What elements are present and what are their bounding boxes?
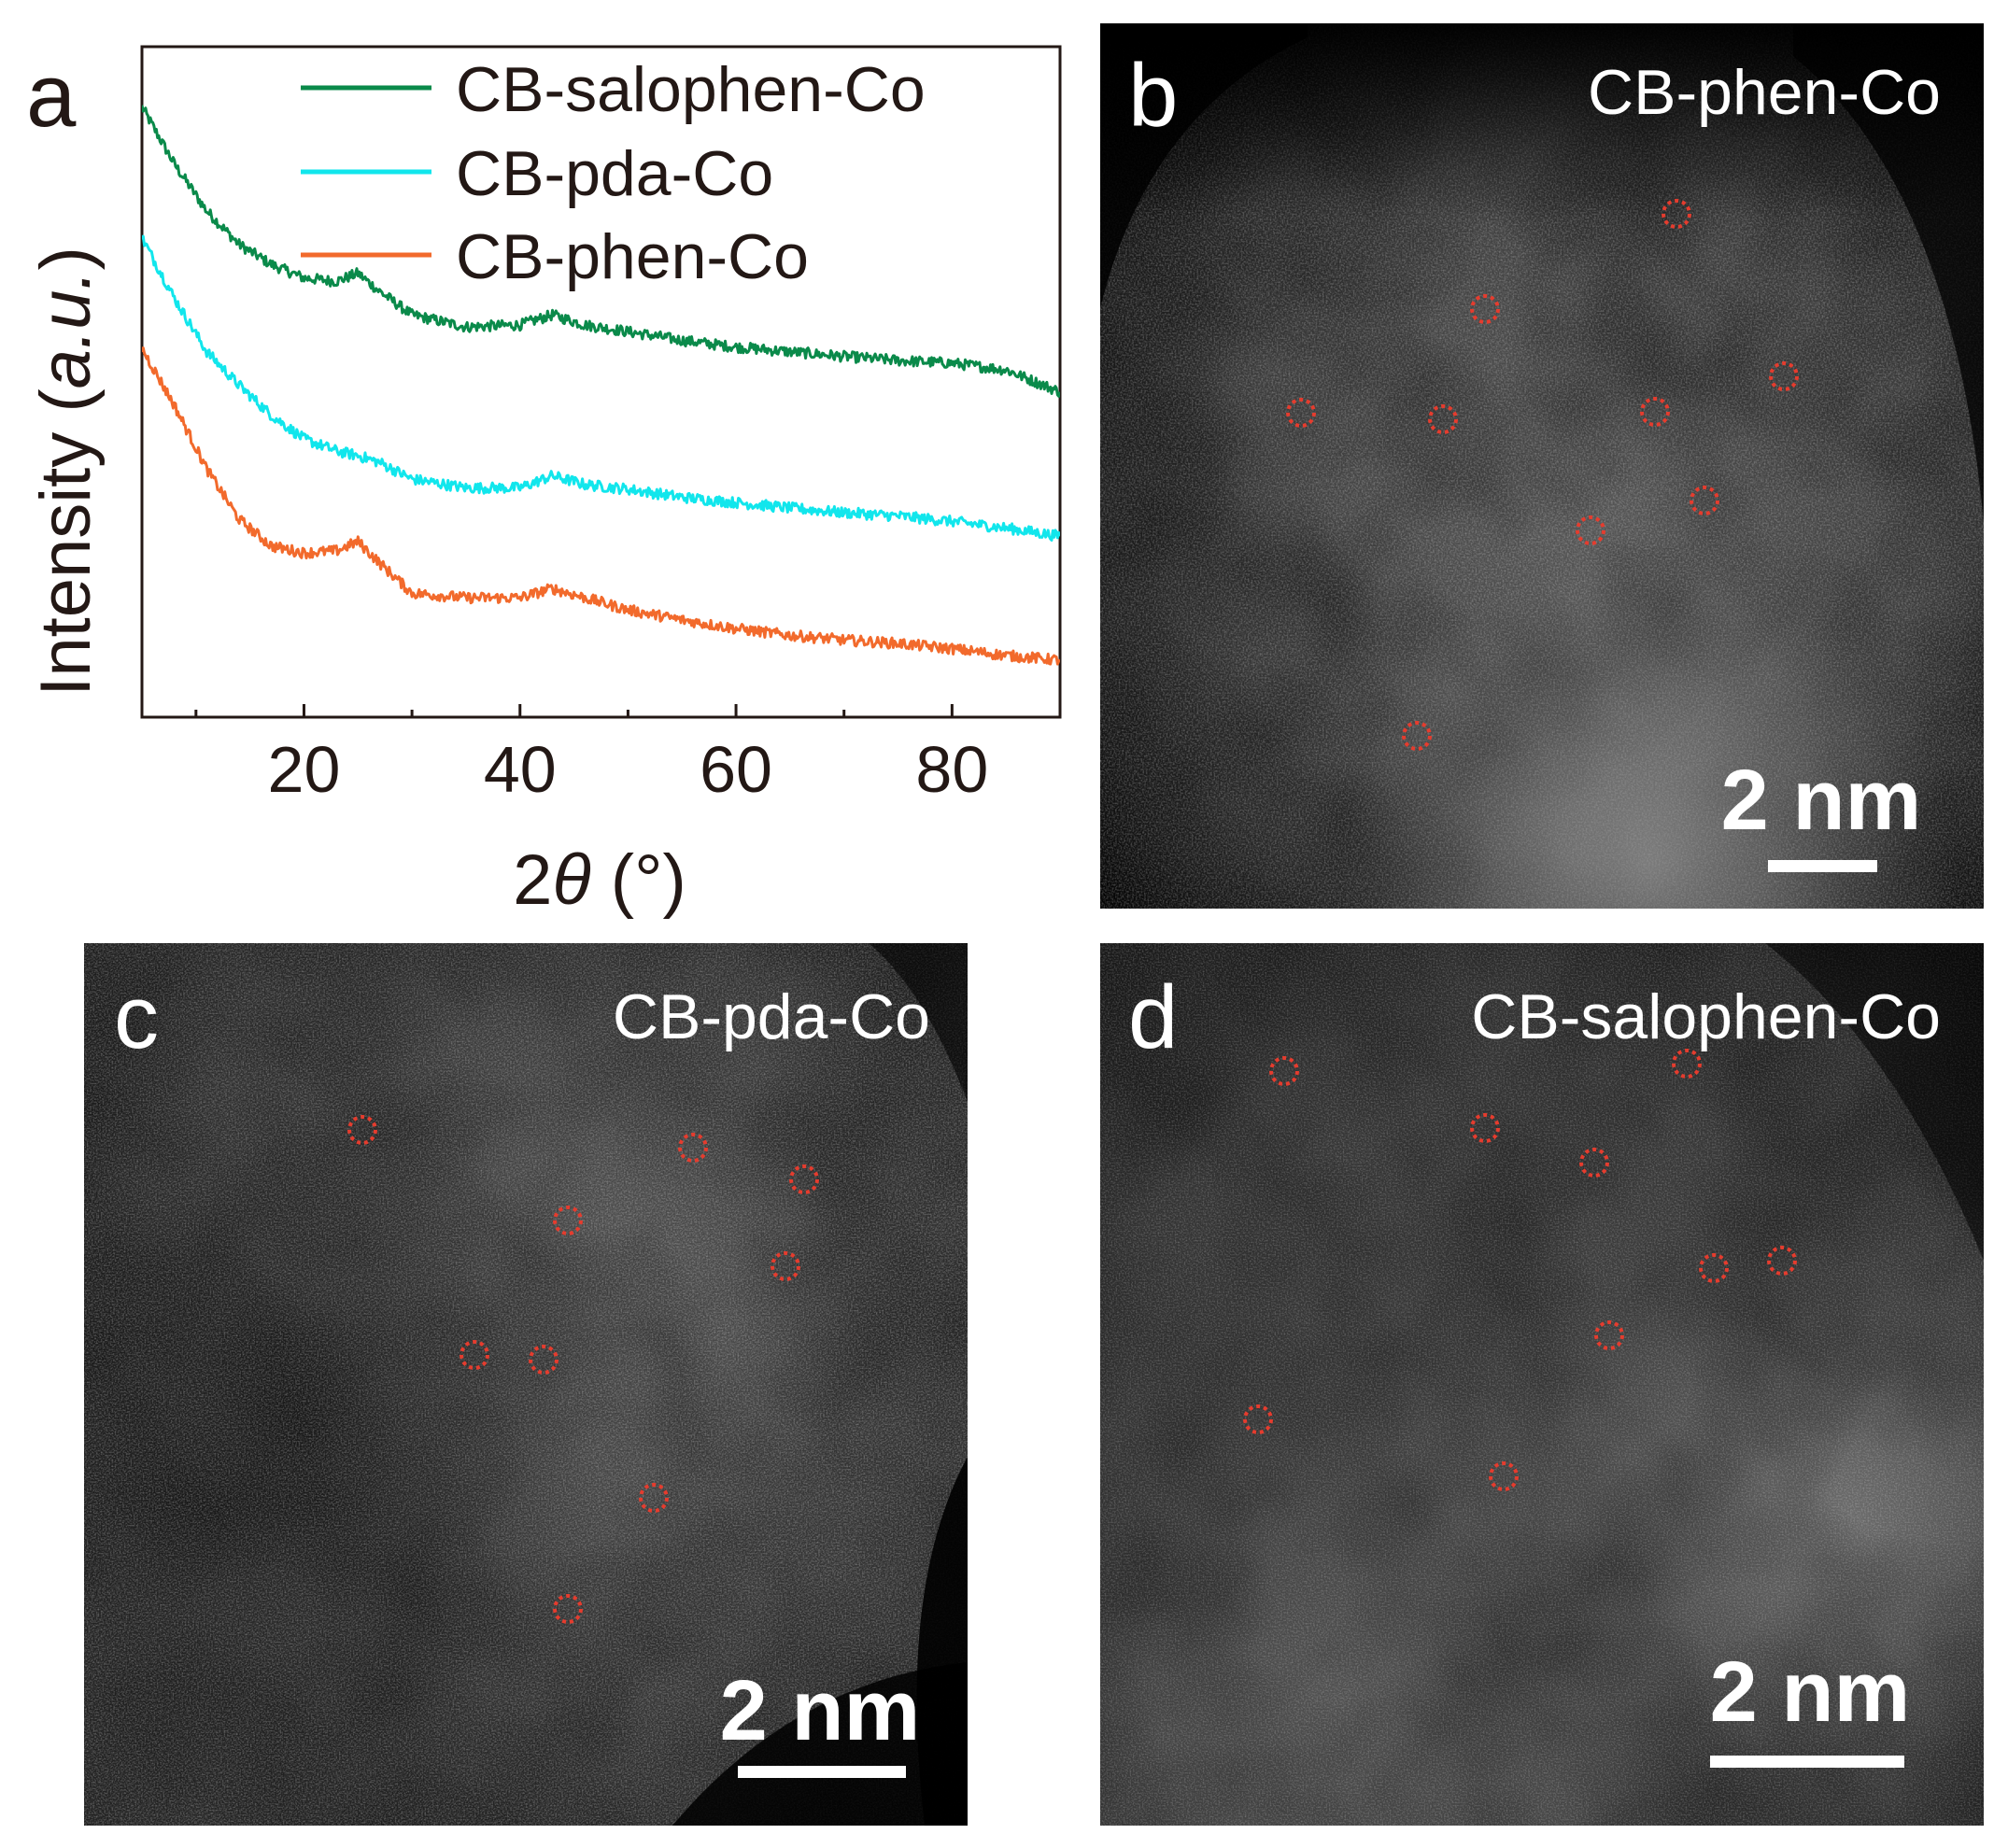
x-axis-ticks: 20 40 60 80	[194, 704, 1062, 806]
y-axis-title-prefix: Intensity (	[26, 388, 106, 696]
atom-marker	[1243, 1404, 1273, 1434]
scale-bar-label-d: 2 nm	[1710, 1644, 1911, 1740]
atom-marker	[1576, 515, 1605, 545]
x-tick-label: 80	[915, 733, 988, 806]
atom-marker	[1286, 398, 1316, 428]
scale-bar-label-b: 2 nm	[1721, 753, 1922, 848]
stem-image-c	[84, 943, 968, 1826]
atom-marker	[678, 1133, 708, 1163]
panel-letter-d: d	[1128, 967, 1178, 1067]
atom-marker	[1428, 404, 1458, 434]
series-line-2	[142, 346, 1060, 666]
panel-a: a 20 40 60 80 CB-salophen-Co CB-pda-Co CB-p…	[26, 45, 1062, 920]
atom-marker	[1699, 1253, 1729, 1283]
scale-bar-b	[1768, 860, 1877, 872]
image-title-d: CB-salophen-Co	[1471, 981, 1941, 1052]
atom-marker	[789, 1164, 819, 1194]
atom-marker	[771, 1251, 800, 1281]
scale-bar-label-c: 2 nm	[720, 1663, 921, 1758]
x-axis-title: 2θ (°)	[513, 840, 686, 920]
y-axis-title-suffix: )	[26, 247, 106, 270]
y-axis-title-italic: a.u.	[26, 271, 106, 389]
atom-marker	[529, 1345, 559, 1375]
x-tick-label: 60	[700, 733, 772, 806]
panel-letter-b: b	[1128, 46, 1178, 146]
scale-bar-c	[738, 1766, 906, 1778]
series-line-0	[142, 105, 1060, 398]
atom-marker	[1402, 721, 1432, 751]
atom-markers-d	[1243, 1049, 1797, 1491]
legend-label-salophen: CB-salophen-Co	[456, 54, 926, 125]
atom-marker	[1640, 397, 1670, 427]
atom-marker	[1470, 294, 1500, 324]
atom-marker	[1690, 486, 1719, 515]
panel-d: d CB-salophen-Co 2 nm	[1100, 943, 1984, 1826]
atom-marker	[1767, 1246, 1797, 1276]
image-title-c: CB-pda-Co	[613, 981, 930, 1052]
series-line-1	[142, 234, 1060, 542]
atom-marker	[347, 1115, 377, 1145]
atom-marker	[1662, 199, 1691, 229]
atom-markers-c	[347, 1115, 819, 1624]
atom-marker	[553, 1206, 583, 1235]
panel-letter-a: a	[26, 46, 77, 146]
panel-b: b CB-phen-Co 2 nm	[1100, 23, 1984, 909]
scale-bar-d	[1710, 1756, 1904, 1768]
x-axis-title-symbol: θ	[552, 840, 590, 920]
atom-marker	[1769, 361, 1799, 391]
y-axis-title: Intensity (a.u.)	[26, 247, 106, 697]
atom-marker	[1594, 1320, 1624, 1350]
legend-label-phen: CB-phen-Co	[456, 221, 809, 292]
plot-frame	[140, 45, 1062, 719]
x-tick-label: 40	[484, 733, 557, 806]
x-axis-title-prefix: 2	[513, 840, 552, 920]
series-layer	[142, 105, 1060, 666]
legend-label-pda: CB-pda-Co	[456, 138, 773, 209]
atom-markers-b	[1286, 199, 1799, 751]
panel-letter-c: c	[114, 967, 159, 1067]
image-title-b: CB-phen-Co	[1588, 57, 1941, 128]
stem-image-b	[1100, 23, 1984, 909]
atom-marker	[1269, 1056, 1299, 1086]
legend: CB-salophen-Co CB-pda-Co CB-phen-Co	[301, 54, 926, 292]
atom-marker	[553, 1594, 583, 1624]
panel-c: c CB-pda-Co 2 nm	[84, 943, 968, 1826]
x-tick-label: 20	[268, 733, 341, 806]
atom-marker	[460, 1340, 489, 1370]
atom-marker	[1579, 1148, 1609, 1178]
stem-image-d	[1100, 943, 1984, 1826]
atom-marker	[639, 1483, 669, 1513]
atom-marker	[1470, 1113, 1500, 1143]
atom-marker	[1489, 1461, 1519, 1491]
atom-marker	[1672, 1049, 1702, 1079]
x-axis-title-suffix: (°)	[591, 840, 686, 920]
